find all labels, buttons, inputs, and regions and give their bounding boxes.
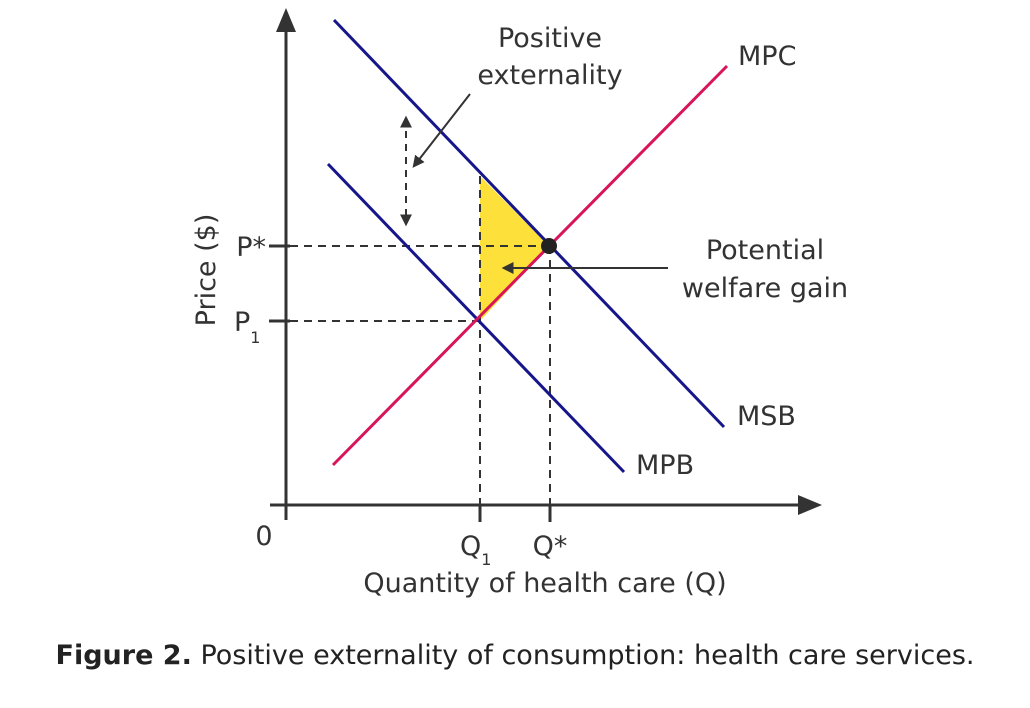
figure-number: Figure 2. <box>55 640 192 671</box>
origin-label: 0 <box>255 521 272 552</box>
p-star-label: P* <box>236 232 266 263</box>
p1-label: P1 <box>234 307 260 347</box>
externality-label-line1: Positive <box>498 23 602 54</box>
externality-label-line2: externality <box>477 60 622 91</box>
y-axis-label: Price ($) <box>191 214 222 327</box>
welfare-label-line2: welfare gain <box>682 273 848 304</box>
q-star-label: Q* <box>533 531 568 562</box>
social-optimum-point <box>541 238 557 254</box>
msb-curve <box>332 18 726 429</box>
caption-text: Positive externality of consumption: hea… <box>191 640 975 671</box>
externality-pointer-arrow <box>412 93 471 168</box>
mpb-curve <box>326 162 626 474</box>
msb-label: MSB <box>737 401 796 432</box>
welfare-gain-area <box>480 176 549 321</box>
y-axis-arrowhead <box>276 8 296 32</box>
q1-label: Q1 <box>460 531 491 569</box>
x-axis-label: Quantity of health care (Q) <box>363 568 726 599</box>
mpb-label: MPB <box>636 450 694 481</box>
figure-caption: Figure 2. Positive externality of consum… <box>0 640 1030 671</box>
mpc-label: MPC <box>738 41 796 72</box>
x-axis-arrowhead <box>798 495 822 515</box>
mpc-curve <box>331 64 729 467</box>
welfare-label-line1: Potential <box>706 235 824 266</box>
